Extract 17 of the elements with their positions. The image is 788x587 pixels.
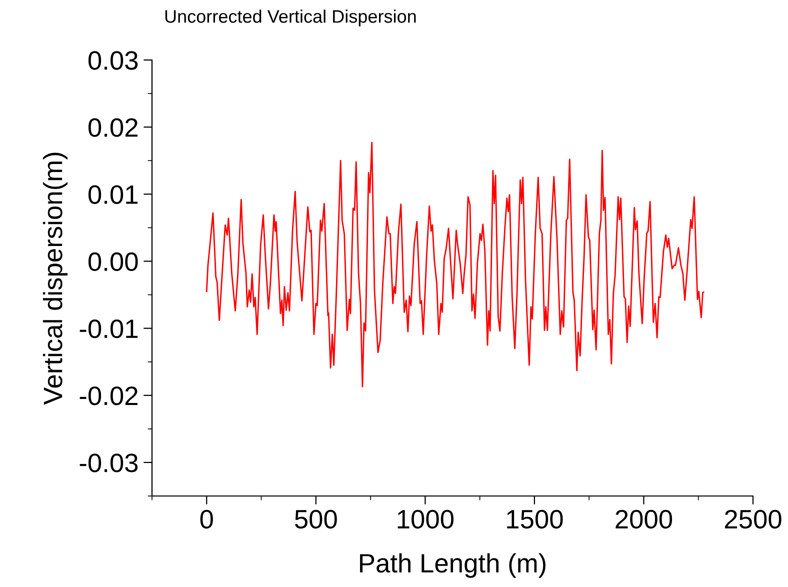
x-tick-label: 2500 bbox=[724, 510, 782, 529]
y-tick-label: 0.02 bbox=[88, 118, 138, 137]
chart-title: Uncorrected Vertical Dispersion bbox=[165, 10, 416, 26]
y-tick-label: 0.00 bbox=[88, 252, 138, 272]
x-tick-label: 1000 bbox=[398, 510, 454, 529]
x-tick-label: 1500 bbox=[507, 510, 563, 529]
y-axis-title: Vertical dispersion(m) bbox=[42, 152, 68, 405]
y-tick-label: -0.02 bbox=[80, 386, 138, 406]
y-tick-label: -0.01 bbox=[80, 319, 138, 338]
y-tick-label: -0.03 bbox=[80, 454, 138, 472]
x-tick-label: 500 bbox=[294, 510, 337, 529]
x-axis-title: Path Length (m) bbox=[360, 553, 546, 578]
x-tick-label: 2000 bbox=[616, 510, 672, 529]
x-tick-label: 0 bbox=[200, 510, 213, 529]
y-tick-label: 0.03 bbox=[88, 51, 138, 70]
y-tick-label: 0.01 bbox=[88, 185, 138, 204]
line-series bbox=[206, 142, 704, 388]
